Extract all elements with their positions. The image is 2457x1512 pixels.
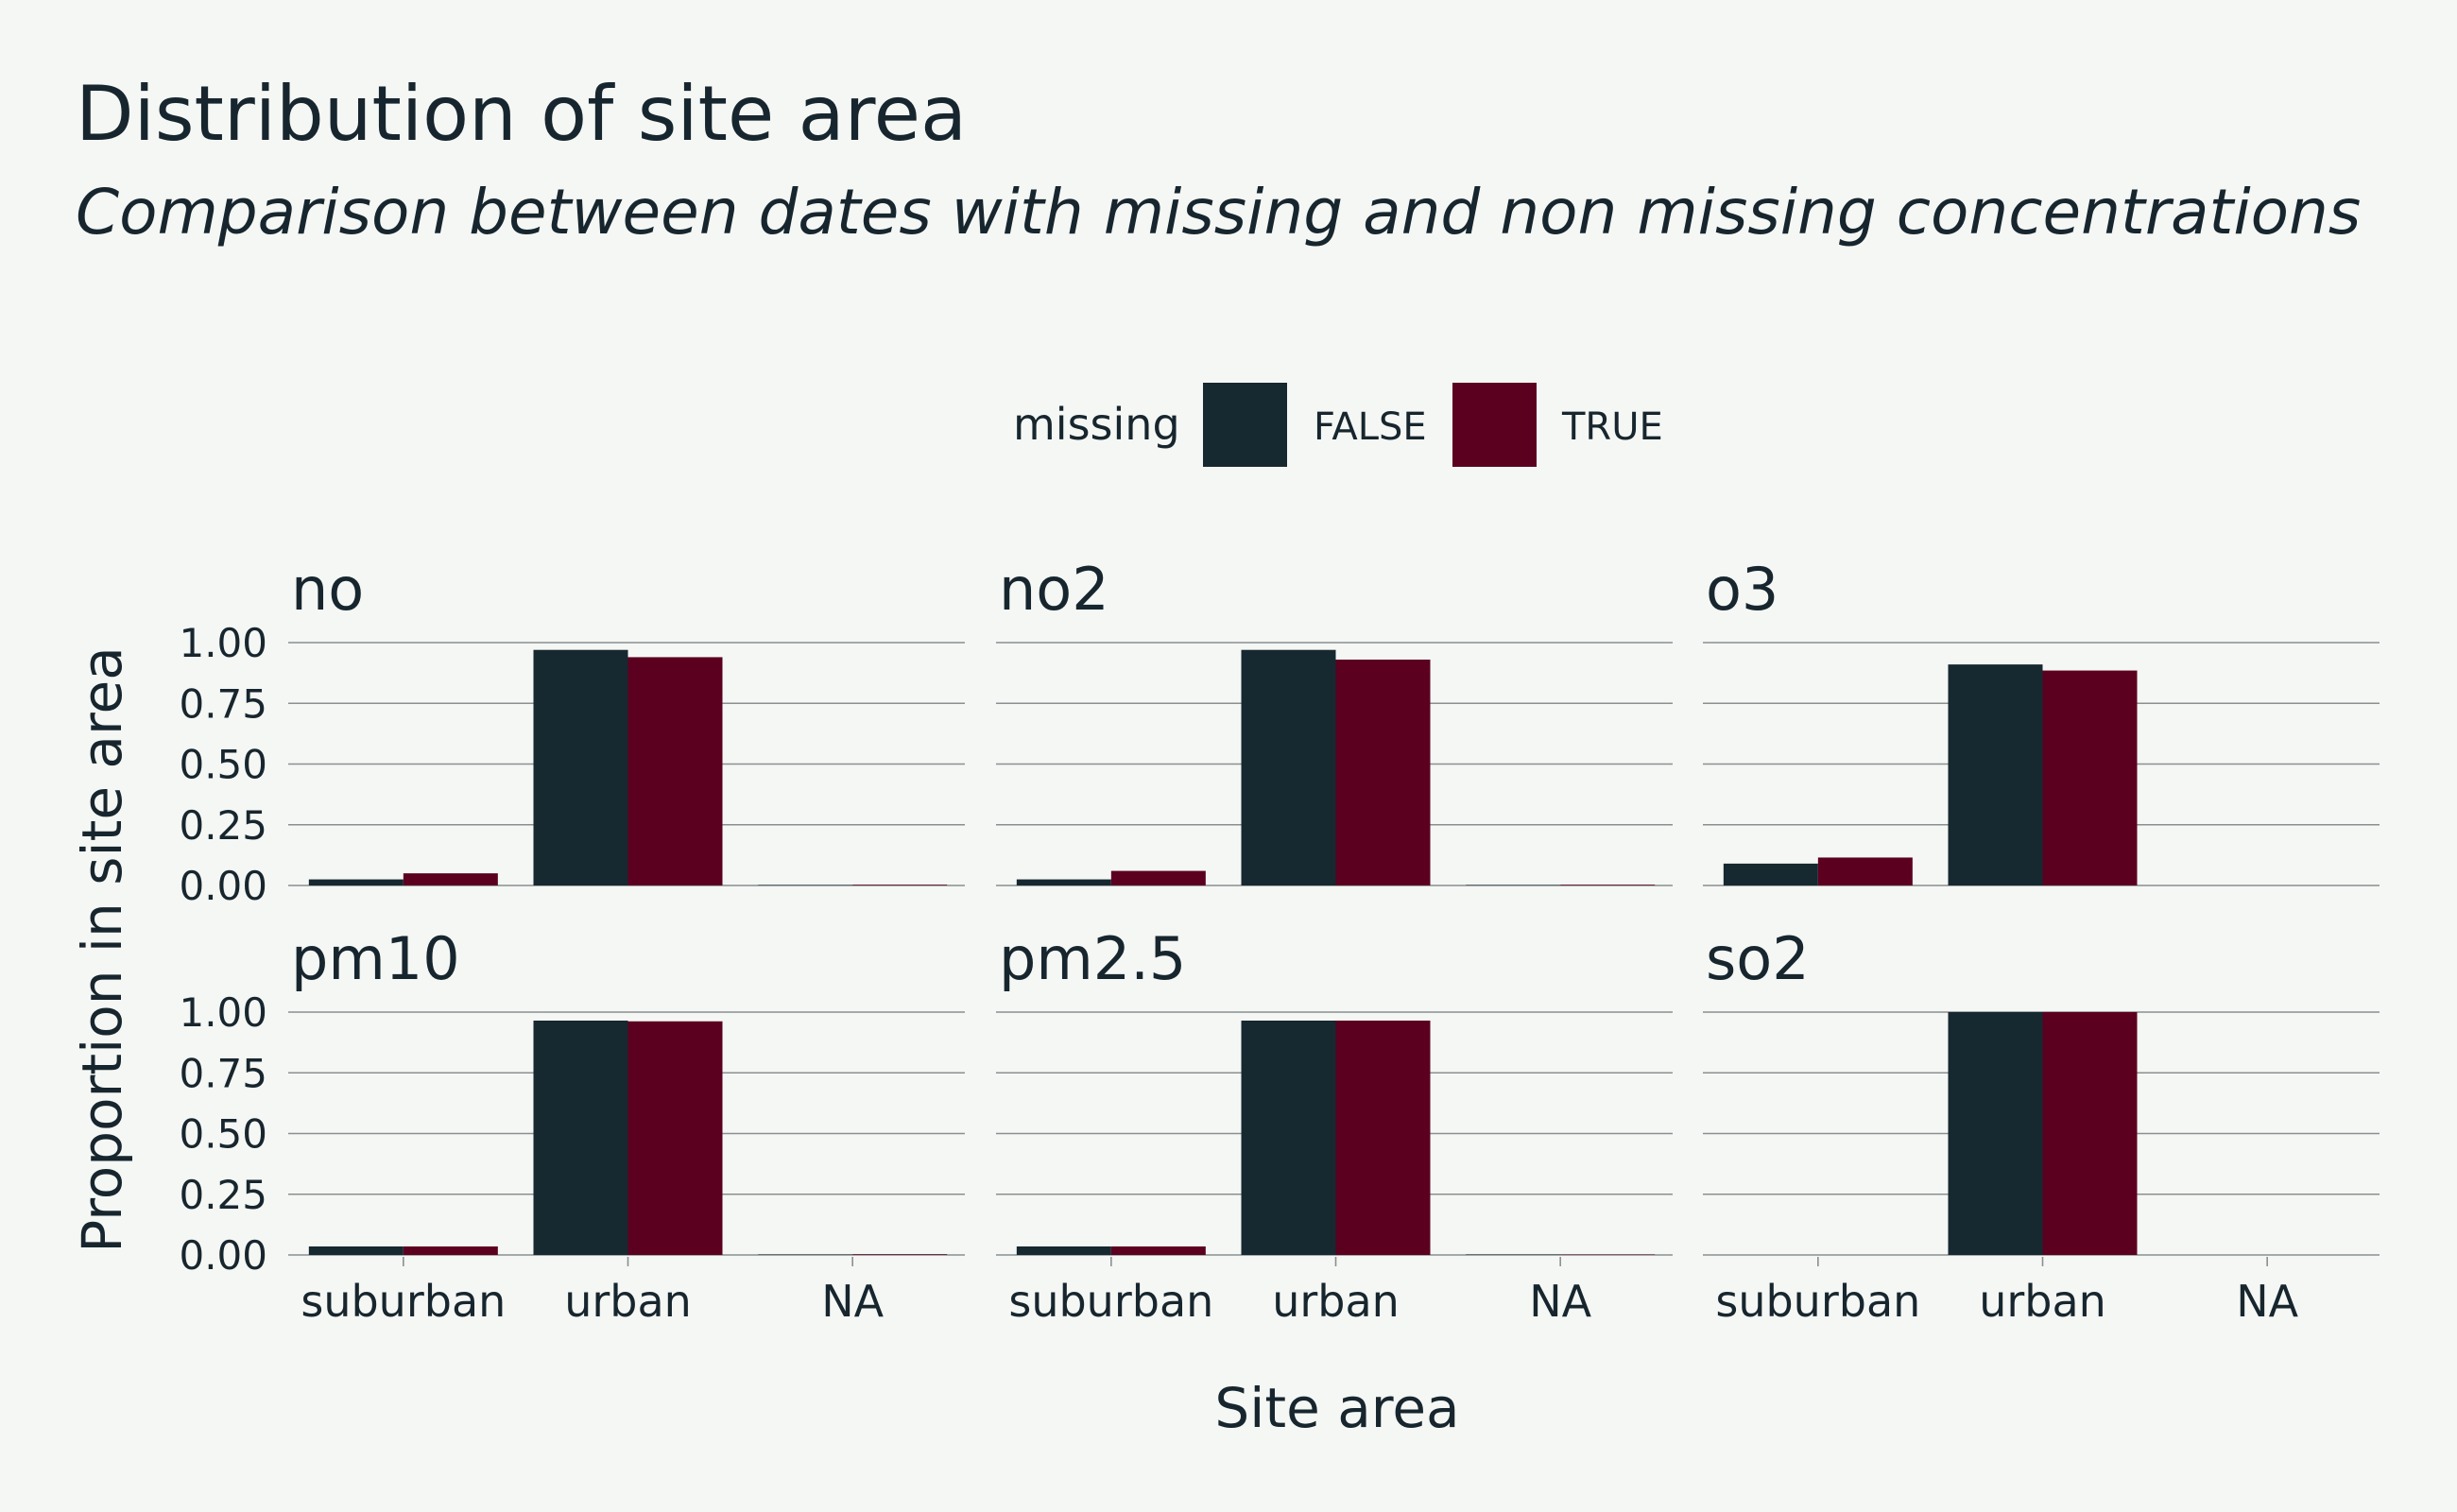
bar-false-urban [1241, 649, 1336, 885]
y-tick-label: 0.25 [179, 802, 267, 849]
y-tick-label: 0.50 [179, 1111, 267, 1158]
bar-false-suburban [1016, 879, 1111, 885]
bar-false-suburban [1723, 863, 1818, 885]
bar-false-urban [1241, 1020, 1336, 1255]
legend-label-true: TRUE [1561, 405, 1663, 449]
bar-false-suburban [308, 879, 404, 885]
facets: no 0.00 0.25 0.50 0.75 1.00 no2 o3 pm10 0.00 0.25 0… [179, 555, 2380, 1327]
bar-true-na [852, 1254, 948, 1255]
chart-title: Distribution of site area [76, 70, 967, 158]
legend-swatch-true [1452, 383, 1537, 467]
y-tick-label: 0.50 [179, 742, 267, 788]
facet-label: no [291, 555, 364, 624]
x-tick-label: NA [2236, 1276, 2298, 1327]
bar-false-urban [1948, 1012, 2043, 1255]
bar-true-urban [627, 1021, 723, 1255]
bar-false-urban [533, 1020, 628, 1255]
bar-true-urban [2042, 670, 2138, 885]
chart-subtitle: Comparison between dates with missing an… [76, 176, 2361, 249]
bar-false-na [1466, 1254, 1561, 1255]
bar-true-urban [627, 657, 723, 885]
legend: missing FALSE TRUE [1013, 383, 1663, 467]
x-tick-label: NA [1529, 1276, 1591, 1327]
y-tick-label: 0.75 [179, 680, 267, 727]
y-tick-label: 1.00 [179, 620, 267, 666]
facet-o3: o3 [1703, 555, 2380, 886]
facet-label: so2 [1706, 924, 1810, 993]
legend-label-false: FALSE [1314, 405, 1427, 449]
bar-false-suburban [308, 1246, 404, 1255]
facet-label: pm2.5 [999, 924, 1186, 993]
y-tick-label: 0.00 [179, 1232, 267, 1279]
y-tick-label: 1.00 [179, 989, 267, 1036]
bar-true-suburban [403, 1246, 498, 1255]
y-axis-title: Proportion in site area [70, 646, 134, 1253]
bar-true-na [1560, 1254, 1656, 1255]
x-tick-label: urban [1979, 1276, 2106, 1327]
y-tick-label: 0.25 [179, 1172, 267, 1218]
x-tick-label: suburban [1715, 1276, 1920, 1327]
x-tick-label: urban [1272, 1276, 1400, 1327]
facet-pm10: pm10 0.00 0.25 0.50 0.75 1.00 suburban urban NA [179, 924, 965, 1327]
facet-no2: no2 [996, 555, 1673, 886]
bar-false-urban [533, 649, 628, 885]
y-tick-label: 0.00 [179, 863, 267, 909]
x-tick-label: suburban [1008, 1276, 1213, 1327]
facet-pm2-5: pm2.5 suburban urban NA [996, 924, 1673, 1327]
y-tick-label: 0.75 [179, 1050, 267, 1096]
legend-swatch-false [1203, 383, 1287, 467]
x-axis-title: Site area [1214, 1376, 1459, 1440]
facet-label: no2 [999, 555, 1109, 624]
x-tick-label: suburban [301, 1276, 506, 1327]
bar-true-urban [2042, 1012, 2138, 1255]
bar-false-urban [1948, 664, 2043, 885]
facet-no: no 0.00 0.25 0.50 0.75 1.00 [179, 555, 965, 909]
bar-true-suburban [1110, 870, 1206, 885]
facet-label: pm10 [291, 924, 460, 993]
bar-true-urban [1335, 1020, 1431, 1255]
bar-true-suburban [1817, 857, 1913, 885]
x-tick-label: NA [821, 1276, 884, 1327]
x-tick-label: urban [564, 1276, 692, 1327]
facet-so2: so2 suburban urban NA [1703, 924, 2380, 1327]
legend-title: missing [1013, 399, 1180, 450]
bar-true-suburban [1110, 1246, 1206, 1255]
facet-label: o3 [1706, 555, 1778, 624]
bar-true-suburban [403, 873, 498, 885]
bar-false-suburban [1016, 1246, 1111, 1255]
bar-true-urban [1335, 659, 1431, 885]
bar-false-na [758, 1254, 853, 1255]
